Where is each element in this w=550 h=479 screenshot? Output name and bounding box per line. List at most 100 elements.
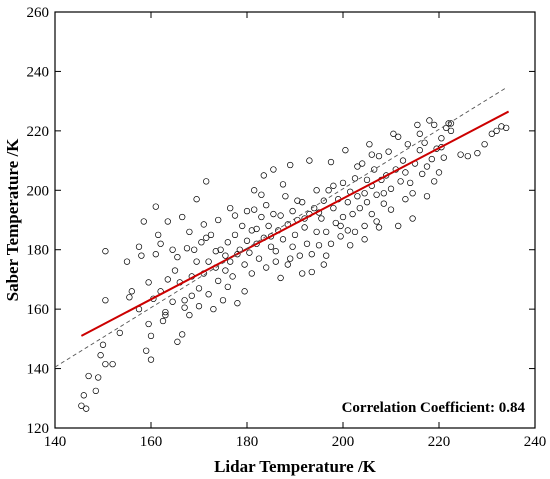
data-point bbox=[164, 276, 171, 283]
data-point bbox=[219, 297, 227, 304]
data-point bbox=[143, 347, 150, 354]
data-point bbox=[409, 215, 416, 222]
data-point bbox=[282, 193, 289, 200]
data-point bbox=[164, 218, 171, 225]
data-point bbox=[246, 249, 253, 256]
data-point bbox=[301, 224, 308, 231]
data-point bbox=[272, 248, 279, 255]
data-point bbox=[395, 133, 402, 140]
axis-ticks: 140 160 180 200 220 2401201401601802002202402… bbox=[27, 5, 547, 450]
data-point bbox=[277, 212, 284, 219]
data-point bbox=[162, 311, 169, 319]
data-point bbox=[263, 264, 270, 271]
data-point bbox=[361, 236, 368, 243]
data-point bbox=[428, 155, 435, 163]
data-point bbox=[361, 222, 368, 230]
data-point bbox=[231, 231, 239, 239]
data-point bbox=[375, 152, 383, 160]
data-point bbox=[193, 196, 200, 203]
data-point bbox=[289, 207, 296, 215]
data-point bbox=[241, 261, 248, 268]
data-point bbox=[431, 178, 438, 185]
data-point bbox=[320, 197, 327, 204]
data-point bbox=[291, 231, 299, 239]
data-point bbox=[272, 258, 279, 265]
data-point bbox=[140, 218, 147, 225]
data-point bbox=[157, 240, 164, 247]
data-point bbox=[162, 308, 169, 316]
data-point bbox=[339, 179, 347, 187]
data-point bbox=[435, 169, 443, 176]
data-point bbox=[320, 261, 327, 268]
data-point bbox=[351, 228, 359, 236]
data-point bbox=[195, 285, 203, 292]
data-point bbox=[481, 141, 488, 148]
data-point bbox=[306, 157, 313, 164]
data-point bbox=[344, 227, 351, 234]
data-point bbox=[299, 270, 306, 277]
data-point bbox=[255, 255, 263, 262]
data-point bbox=[191, 246, 198, 253]
data-point bbox=[327, 158, 335, 166]
data-point bbox=[80, 392, 87, 399]
data-point bbox=[224, 283, 231, 291]
data-point bbox=[399, 157, 407, 164]
data-point bbox=[359, 160, 366, 167]
data-point bbox=[404, 141, 411, 148]
data-point bbox=[215, 216, 222, 224]
data-point bbox=[414, 121, 421, 129]
data-point bbox=[222, 252, 229, 259]
data-point bbox=[222, 267, 229, 274]
y-tick-label: 180 bbox=[27, 243, 50, 259]
data-point bbox=[135, 243, 143, 250]
data-point bbox=[92, 387, 99, 395]
data-point bbox=[279, 236, 287, 243]
data-point bbox=[95, 374, 102, 381]
data-point bbox=[323, 252, 330, 259]
data-point bbox=[231, 212, 239, 219]
x-tick-label: 220 bbox=[428, 434, 451, 450]
data-point bbox=[147, 332, 155, 340]
data-point bbox=[301, 215, 308, 222]
data-point bbox=[85, 372, 92, 380]
data-point bbox=[128, 288, 135, 295]
data-point bbox=[395, 222, 402, 230]
data-point bbox=[332, 219, 339, 227]
scatter-points bbox=[78, 117, 510, 412]
data-point bbox=[380, 190, 387, 197]
data-point bbox=[390, 130, 397, 137]
y-axis-title: Saber Temperature /K bbox=[3, 138, 22, 302]
data-point bbox=[318, 215, 325, 222]
data-point bbox=[344, 199, 351, 206]
data-point bbox=[354, 163, 361, 170]
x-tick-label: 240 bbox=[524, 434, 547, 450]
data-point bbox=[368, 151, 375, 158]
data-point bbox=[234, 300, 241, 307]
data-point bbox=[145, 320, 152, 328]
data-point bbox=[308, 268, 315, 276]
data-point bbox=[363, 176, 371, 184]
x-tick-label: 140 bbox=[44, 434, 67, 450]
data-point bbox=[313, 228, 320, 236]
data-point bbox=[203, 178, 210, 185]
data-point bbox=[440, 154, 447, 161]
data-point bbox=[354, 193, 361, 200]
data-point bbox=[416, 130, 423, 137]
data-point bbox=[251, 187, 258, 194]
y-tick-label: 200 bbox=[27, 183, 50, 199]
data-point bbox=[371, 166, 378, 173]
y-tick-label: 240 bbox=[27, 64, 50, 80]
data-point bbox=[270, 210, 277, 218]
data-point bbox=[179, 213, 186, 221]
data-point bbox=[198, 239, 205, 246]
data-point bbox=[287, 255, 294, 262]
data-point bbox=[241, 288, 248, 295]
data-point bbox=[83, 405, 90, 412]
data-point bbox=[397, 178, 404, 185]
data-point bbox=[188, 292, 195, 299]
data-point bbox=[402, 196, 409, 203]
x-tick-label: 200 bbox=[332, 434, 355, 450]
data-point bbox=[474, 149, 481, 157]
data-point bbox=[431, 121, 438, 129]
data-point bbox=[248, 270, 255, 277]
